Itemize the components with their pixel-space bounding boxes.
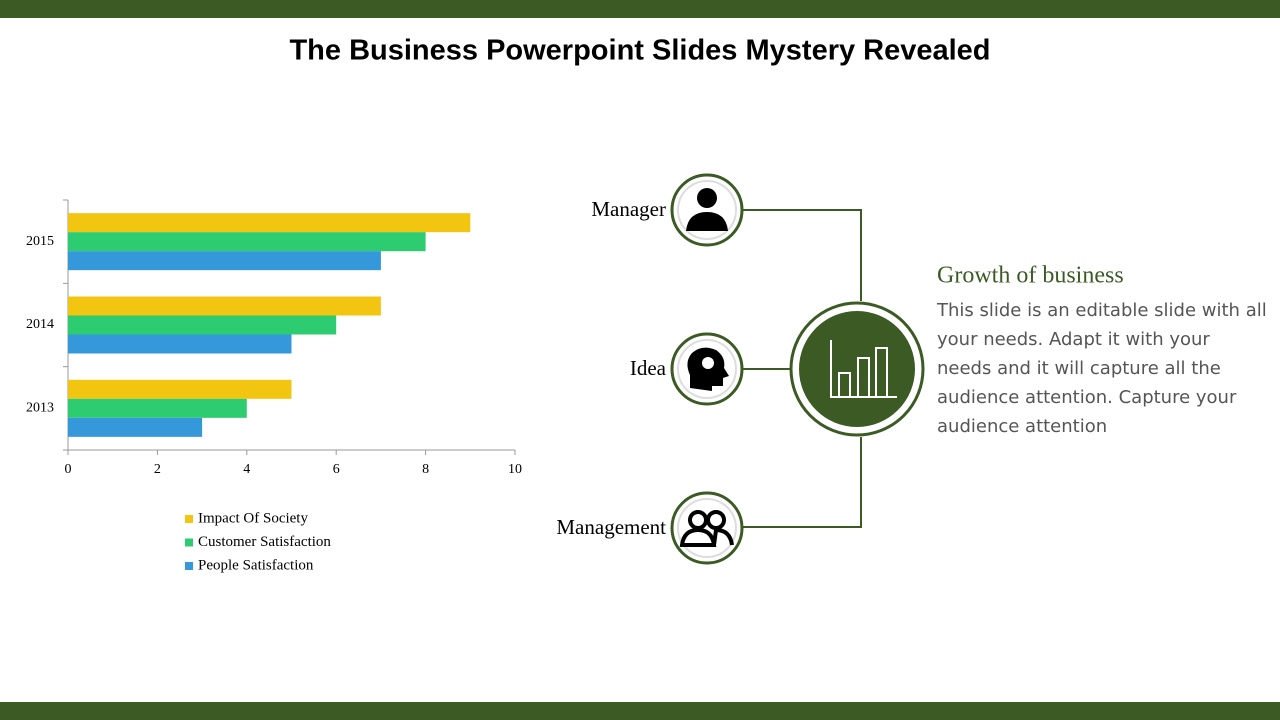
heading: Growth of business [937,263,1124,289]
node-label: Management [556,515,666,539]
x-tick-label: 6 [333,462,340,477]
management-icon [679,510,734,547]
y-tick-label: 2014 [26,317,54,332]
x-tick-label: 10 [508,462,522,477]
x-tick-label: 0 [65,462,72,477]
bar [68,251,381,271]
bar [68,379,292,399]
node-ring [677,498,737,558]
legend-label: Impact Of Society [198,510,308,526]
top-band [0,0,1280,18]
bar [68,315,337,335]
connector [743,209,862,301]
slide-title: The Business Powerpoint Slides Mystery R… [289,35,990,67]
legend-swatch [185,515,193,523]
x-tick-label: 8 [422,462,429,477]
connectors [743,209,862,528]
legend-label: People Satisfaction [198,557,314,573]
idea-icon [702,357,714,369]
y-tick-label: 2013 [26,401,54,416]
bar [68,417,203,437]
y-tick-label: 2015 [26,234,54,249]
description: This slide is an editable slide with all… [937,300,1267,437]
node-icons [670,173,744,565]
idea-icon [687,347,729,391]
x-tick-label: 4 [243,462,250,477]
bar-chart: 0 2 4 6 8 10 2013 2014 2015 Impact Of Society Cust… [26,199,522,573]
bar [68,213,471,233]
manager-icon [686,212,728,231]
chart-icon [830,340,897,398]
node-label: Idea [630,356,667,380]
bar [68,296,381,316]
manager-icon [697,188,717,208]
node-label: Manager [591,197,666,221]
x-tick-label: 2 [154,462,161,477]
legend-swatch [185,538,193,547]
connector [743,437,862,528]
bar [68,334,292,354]
bar [68,398,247,418]
legend-label: Customer Satisfaction [198,534,331,550]
legend-swatch [185,562,193,570]
bar [68,232,426,252]
bottom-band [0,702,1280,720]
